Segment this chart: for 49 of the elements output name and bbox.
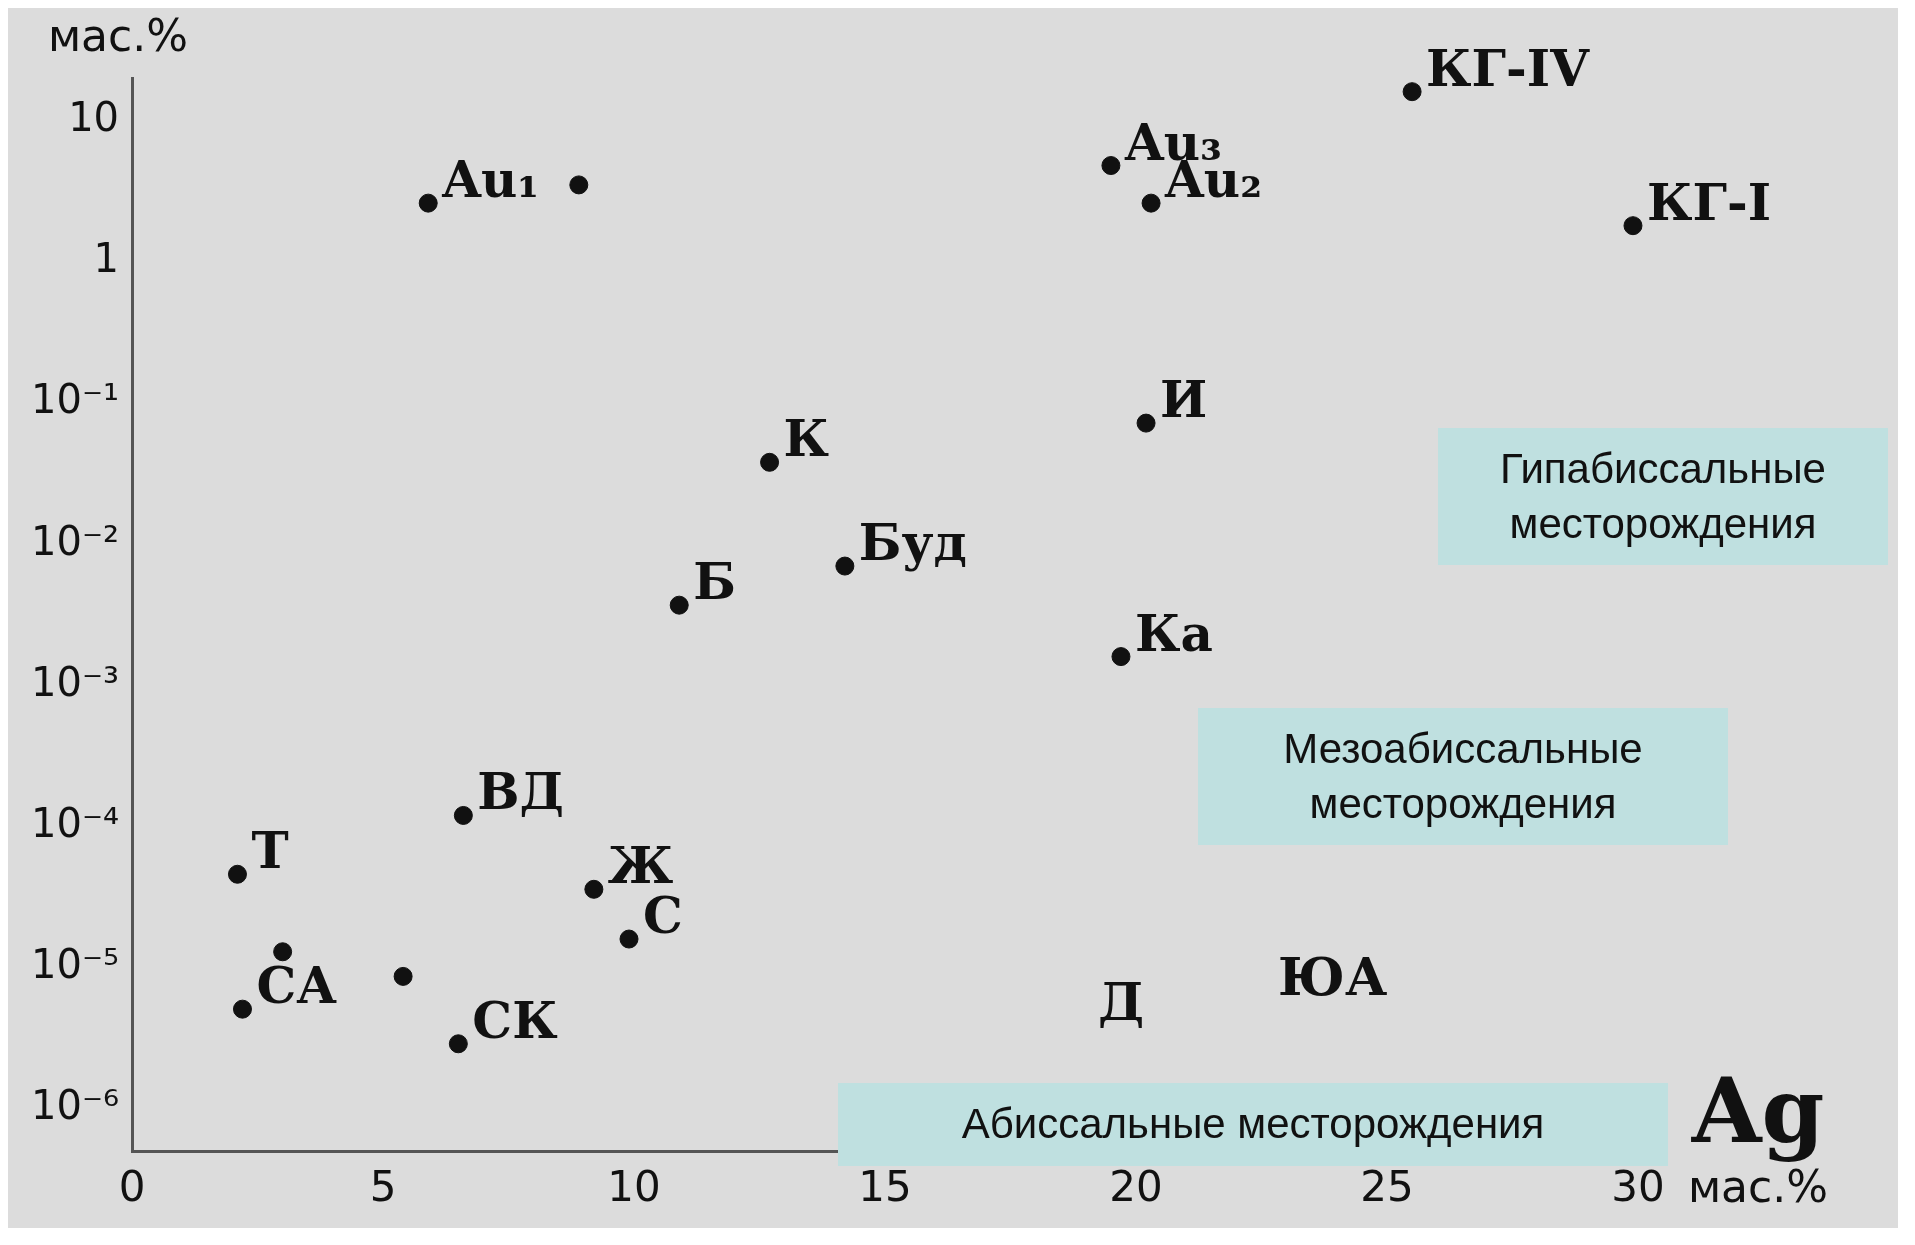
point (1111, 647, 1131, 667)
point (418, 193, 438, 213)
x-axis-title: Ag мас.% (1687, 1056, 1829, 1212)
annotation: Буд (858, 513, 967, 573)
x-tick-label: 0 (118, 1161, 146, 1211)
annotation: СА (256, 956, 338, 1016)
annotation: И (1160, 370, 1208, 430)
annotation: СК (472, 990, 558, 1050)
annotation: ЮА (1278, 945, 1388, 1009)
y-tick-label: 10⁻² (31, 517, 120, 564)
point (835, 556, 855, 576)
point (669, 595, 689, 615)
point (569, 175, 589, 195)
point (273, 942, 293, 962)
annotation: КГ-IV (1426, 38, 1591, 98)
annotation: ВД (477, 762, 565, 822)
point (393, 966, 413, 986)
caption-box: Абиссальные месторождения (838, 1083, 1668, 1166)
y-tick-label: 10 (68, 93, 120, 140)
point (448, 1034, 468, 1054)
point (1101, 156, 1121, 176)
y-tick-label: 10⁻³ (31, 658, 120, 705)
caption-box: Мезоабиссальные месторождения (1198, 708, 1728, 846)
point (232, 999, 252, 1019)
annotation: КГ-I (1646, 172, 1772, 232)
point (584, 879, 604, 899)
point (227, 864, 247, 884)
y-tick-label: 1 (93, 235, 120, 282)
point (1136, 413, 1156, 433)
y-tick-label: 10⁻¹ (31, 376, 120, 423)
point (1623, 216, 1643, 236)
x-tick-label: 10 (607, 1161, 661, 1211)
y-tick-label: 10⁻⁴ (31, 800, 120, 847)
point (619, 929, 639, 949)
point (1402, 82, 1422, 102)
annotation: Д (1098, 970, 1145, 1034)
annotation: Т (251, 821, 289, 881)
point (453, 805, 473, 825)
annotation: Ка (1134, 603, 1213, 663)
caption-box: Гипабиссальные месторождения (1438, 428, 1888, 566)
y-tick-label: 10⁻⁶ (31, 1082, 120, 1129)
point (1141, 193, 1161, 213)
annotation: Au₁ (441, 150, 540, 210)
y-axis-title: мас.% (47, 10, 189, 62)
annotation: К (783, 409, 830, 469)
x-tick-label: 5 (369, 1161, 397, 1211)
y-tick-label: 10⁻⁵ (31, 941, 120, 988)
annotation: Б (693, 552, 736, 612)
point (760, 452, 780, 472)
